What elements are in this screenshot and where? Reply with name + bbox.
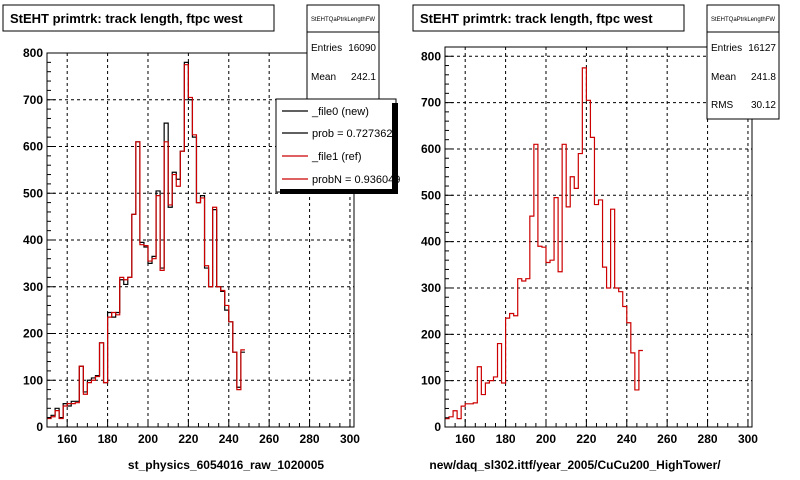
x-tick-label-0-2: 200 bbox=[138, 432, 158, 446]
y-tick-label-0-8: 800 bbox=[23, 46, 43, 60]
y-tick-label-1-8: 800 bbox=[421, 49, 441, 63]
left-histograms bbox=[47, 61, 245, 420]
legend-entry-ref: _file1 (ref) bbox=[311, 151, 362, 163]
left-x-axis-label: st_physics_6054016_raw_1020005 bbox=[128, 458, 324, 472]
x-tick-label-0-7: 300 bbox=[340, 432, 360, 446]
left-stats-name: StEHTQaPtrkLengthFW bbox=[311, 17, 375, 23]
x-tick-label-0-4: 240 bbox=[219, 432, 239, 446]
right-stats-mean-label: Mean bbox=[711, 72, 736, 83]
x-tick-label-0-0: 160 bbox=[57, 432, 77, 446]
left-title: StEHT primtrk: track length, ftpc west bbox=[10, 11, 243, 26]
left-pad: StEHT primtrk: track length, ftpc west 1… bbox=[2, 4, 400, 472]
right-stats-entries-label: Entries bbox=[711, 43, 742, 54]
right-ticks: 160 180 200 220 240 260 280 300 0 100 200 300 400 500… bbox=[421, 49, 758, 446]
y-tick-label-0-4: 400 bbox=[23, 233, 43, 247]
y-tick-label-0-6: 600 bbox=[23, 140, 43, 154]
right-histograms bbox=[445, 67, 643, 420]
x-tick-label-1-3: 220 bbox=[576, 432, 596, 446]
left-stats-entries-label: Entries bbox=[311, 43, 342, 54]
y-tick-label-0-3: 300 bbox=[23, 280, 43, 294]
left-title-box bbox=[2, 4, 275, 32]
right-stats-entries-value: 16127 bbox=[748, 43, 776, 54]
x-tick-label-1-1: 180 bbox=[496, 432, 516, 446]
x-tick-label-1-2: 200 bbox=[536, 432, 556, 446]
y-tick-label-0-1: 100 bbox=[23, 373, 43, 387]
x-tick-label-1-4: 240 bbox=[617, 432, 637, 446]
x-tick-label-1-6: 280 bbox=[698, 432, 718, 446]
right-stats-name: StEHTQaPtrkLengthFW bbox=[711, 17, 775, 23]
right-stats-box: StEHTQaPtrkLengthFW Entries 16127 Mean 2… bbox=[706, 4, 780, 120]
left-stats-mean-label: Mean bbox=[311, 72, 336, 83]
left-ticks: 160 180 200 220 240 260 280 300 0 100 200 300 400 500… bbox=[23, 46, 360, 446]
x-tick-label-0-5: 260 bbox=[259, 432, 279, 446]
y-tick-label-1-0: 0 bbox=[434, 420, 441, 434]
y-tick-label-1-7: 700 bbox=[421, 96, 441, 110]
histogram-0--file1-ref- bbox=[47, 64, 245, 420]
right-pad: StEHT primtrk: track length, ftpc west 1… bbox=[412, 4, 780, 472]
legend-entry-probn: probN = 0.936049 bbox=[312, 174, 400, 186]
x-tick-label-1-7: 300 bbox=[738, 432, 758, 446]
histogram-1-ref bbox=[445, 67, 643, 420]
left-stats-entries-value: 16090 bbox=[348, 43, 376, 54]
y-tick-label-1-6: 600 bbox=[421, 142, 441, 156]
right-title-box bbox=[412, 4, 685, 32]
y-tick-label-0-7: 700 bbox=[23, 93, 43, 107]
right-x-axis-label: new/daq_sl302.ittf/year_2005/CuCu200_Hig… bbox=[429, 458, 721, 472]
x-tick-label-1-5: 260 bbox=[657, 432, 677, 446]
y-tick-label-1-3: 300 bbox=[421, 281, 441, 295]
legend-entry-prob: prob = 0.727362 bbox=[312, 128, 392, 140]
right-stats-rms-value: 30.12 bbox=[751, 100, 776, 111]
right-stats-mean-value: 241.8 bbox=[751, 72, 776, 83]
y-tick-label-1-2: 200 bbox=[421, 327, 441, 341]
y-tick-label-0-5: 500 bbox=[23, 186, 43, 200]
right-grid bbox=[445, 47, 752, 427]
right-title: StEHT primtrk: track length, ftpc west bbox=[420, 11, 653, 26]
y-tick-label-1-5: 500 bbox=[421, 188, 441, 202]
left-stats-mean-value: 242.1 bbox=[351, 72, 376, 83]
left-legend: _file0 (new) prob = 0.727362 _file1 (ref… bbox=[275, 98, 400, 194]
x-tick-label-0-6: 280 bbox=[300, 432, 320, 446]
right-plot-frame bbox=[444, 46, 753, 428]
y-tick-label-1-1: 100 bbox=[421, 374, 441, 388]
y-tick-label-1-4: 400 bbox=[421, 235, 441, 249]
legend-entry-new: _file0 (new) bbox=[311, 106, 369, 118]
right-stats-rms-label: RMS bbox=[711, 100, 734, 111]
x-tick-label-1-0: 160 bbox=[455, 432, 475, 446]
x-tick-label-0-3: 220 bbox=[178, 432, 198, 446]
y-tick-label-0-0: 0 bbox=[36, 420, 43, 434]
y-tick-label-0-2: 200 bbox=[23, 327, 43, 341]
x-tick-label-0-1: 180 bbox=[98, 432, 118, 446]
